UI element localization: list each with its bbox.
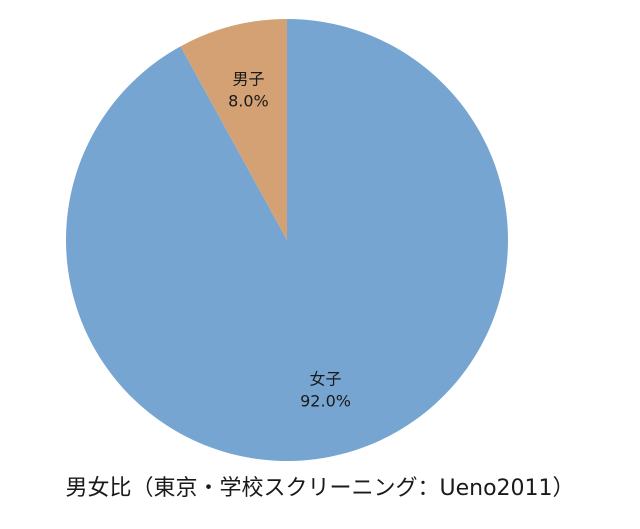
slice-label: 男子 xyxy=(232,69,264,88)
slice-value-label: 8.0% xyxy=(228,91,269,110)
chart-title: 男女比（東京・学校スクリーニング：Ueno2011） xyxy=(65,476,574,501)
slice-label: 女子 xyxy=(310,370,342,389)
slice-value-label: 92.0% xyxy=(300,392,351,411)
pie-slice xyxy=(180,19,287,240)
